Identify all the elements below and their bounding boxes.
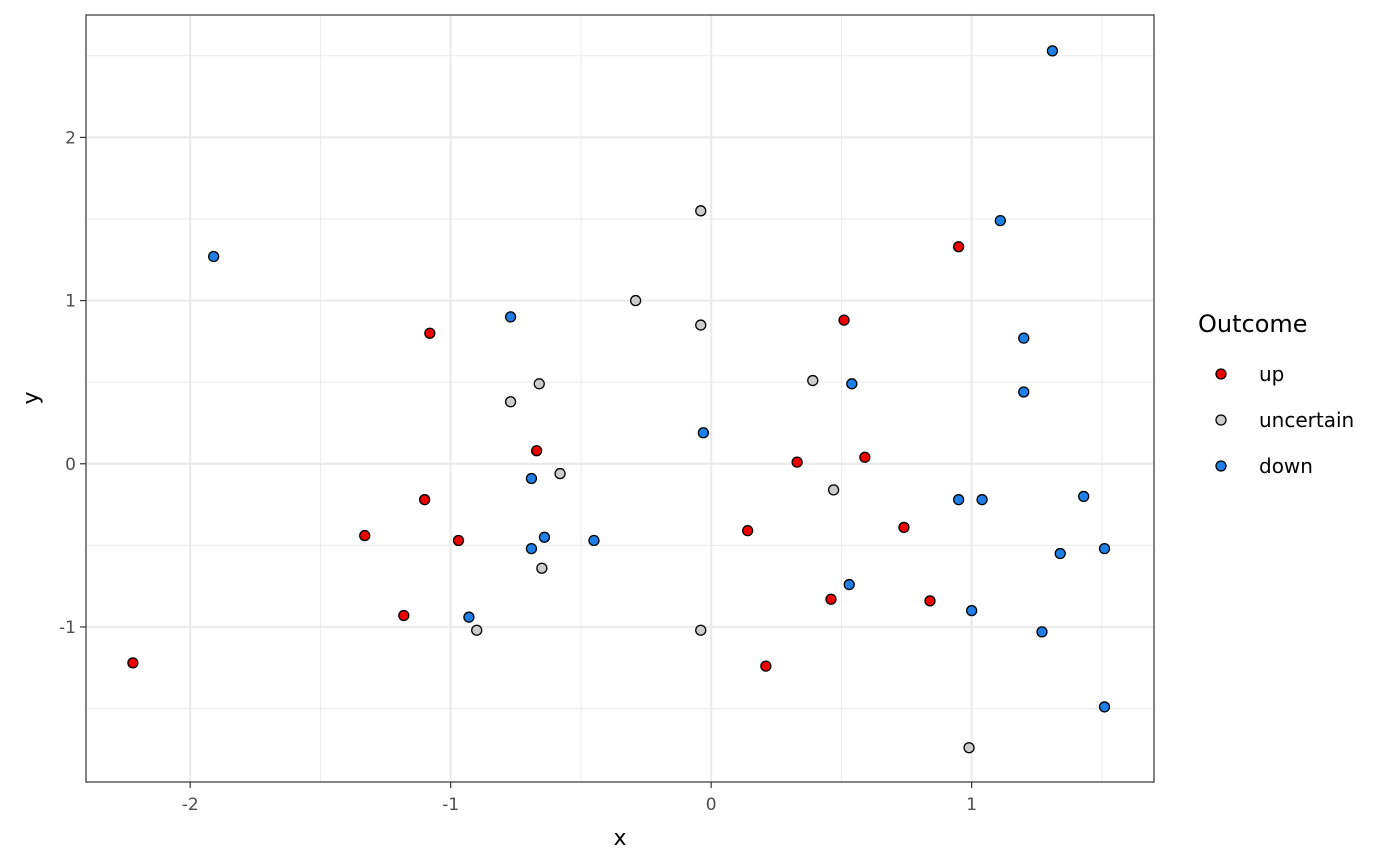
data-point-down (1018, 386, 1030, 398)
data-point-up (791, 456, 803, 468)
data-point-uncertain (533, 378, 545, 390)
legend-key-uncertain (1215, 414, 1227, 426)
data-point-uncertain (695, 624, 707, 636)
data-point-up (952, 241, 965, 253)
data-point-uncertain (536, 562, 548, 574)
data-point-down (463, 611, 475, 623)
plot-border (85, 14, 1155, 783)
legend-label-up: up (1259, 362, 1284, 386)
legend-key-down (1215, 460, 1227, 472)
legend-key-up (1215, 368, 1227, 380)
data-point-down (588, 534, 600, 547)
data-point-down (1046, 45, 1059, 57)
data-point-up (424, 327, 436, 339)
data-point-up (741, 525, 754, 537)
data-point-uncertain (695, 319, 707, 331)
data-point-down (843, 578, 855, 591)
data-point-uncertain (629, 294, 642, 307)
grid-major (86, 15, 1154, 782)
y-tick-label: 2 (65, 128, 76, 148)
legend-label-uncertain: uncertain (1259, 408, 1354, 432)
data-point-down (952, 494, 965, 506)
data-point-up (452, 534, 465, 547)
data-point-up (418, 494, 431, 506)
data-point-down (207, 250, 220, 263)
plot-background (86, 15, 1154, 782)
data-point-down (994, 214, 1006, 227)
x-axis: -2 -1 0 1 (182, 782, 977, 815)
data-point-down (1036, 626, 1048, 638)
data-point-uncertain (963, 742, 975, 754)
data-point-uncertain (807, 374, 819, 387)
data-point-down (846, 378, 858, 390)
data-point-up (825, 593, 837, 605)
x-axis-title: x (613, 826, 626, 851)
y-axis: -1 0 1 2 (59, 128, 86, 638)
x-tick-label: 1 (966, 795, 977, 815)
data-point-up (127, 657, 139, 669)
y-tick-label: 1 (65, 292, 76, 312)
data-point-down (525, 472, 538, 485)
data-point-uncertain (554, 467, 566, 480)
y-tick-label: -1 (59, 618, 76, 638)
data-point-up (859, 451, 871, 463)
data-point-up (398, 609, 410, 622)
data-point-down (504, 311, 517, 323)
grid-minor (86, 15, 1154, 782)
data-point-down (1098, 542, 1111, 555)
legend: Outcome up uncertain down (1198, 310, 1354, 478)
y-axis-title: y (19, 391, 44, 404)
data-point-down (1018, 332, 1030, 344)
y-tick-label: 0 (65, 455, 76, 475)
data-point-up (924, 595, 936, 607)
data-point-down (966, 604, 978, 617)
data-point-up (530, 445, 543, 457)
data-point-down (525, 542, 538, 555)
data-point-down (697, 427, 710, 439)
data-point-uncertain (471, 624, 483, 636)
x-tick-label: 0 (706, 795, 717, 815)
data-point-down (1054, 547, 1066, 560)
data-point-uncertain (695, 205, 707, 217)
x-tick-label: -1 (442, 795, 459, 815)
data-point-uncertain (504, 396, 517, 408)
x-tick-label: -2 (182, 795, 199, 815)
data-point-down (1078, 490, 1090, 503)
data-point-up (359, 529, 371, 542)
data-point-up (838, 314, 850, 326)
data-point-down (976, 494, 988, 506)
legend-title: Outcome (1198, 310, 1308, 338)
data-point-up (898, 521, 910, 534)
legend-label-down: down (1259, 454, 1313, 478)
data-point-down (538, 531, 551, 543)
data-point-up (760, 660, 772, 672)
data-points (127, 45, 1111, 754)
data-point-down (1098, 701, 1111, 713)
data-point-uncertain (827, 484, 840, 496)
